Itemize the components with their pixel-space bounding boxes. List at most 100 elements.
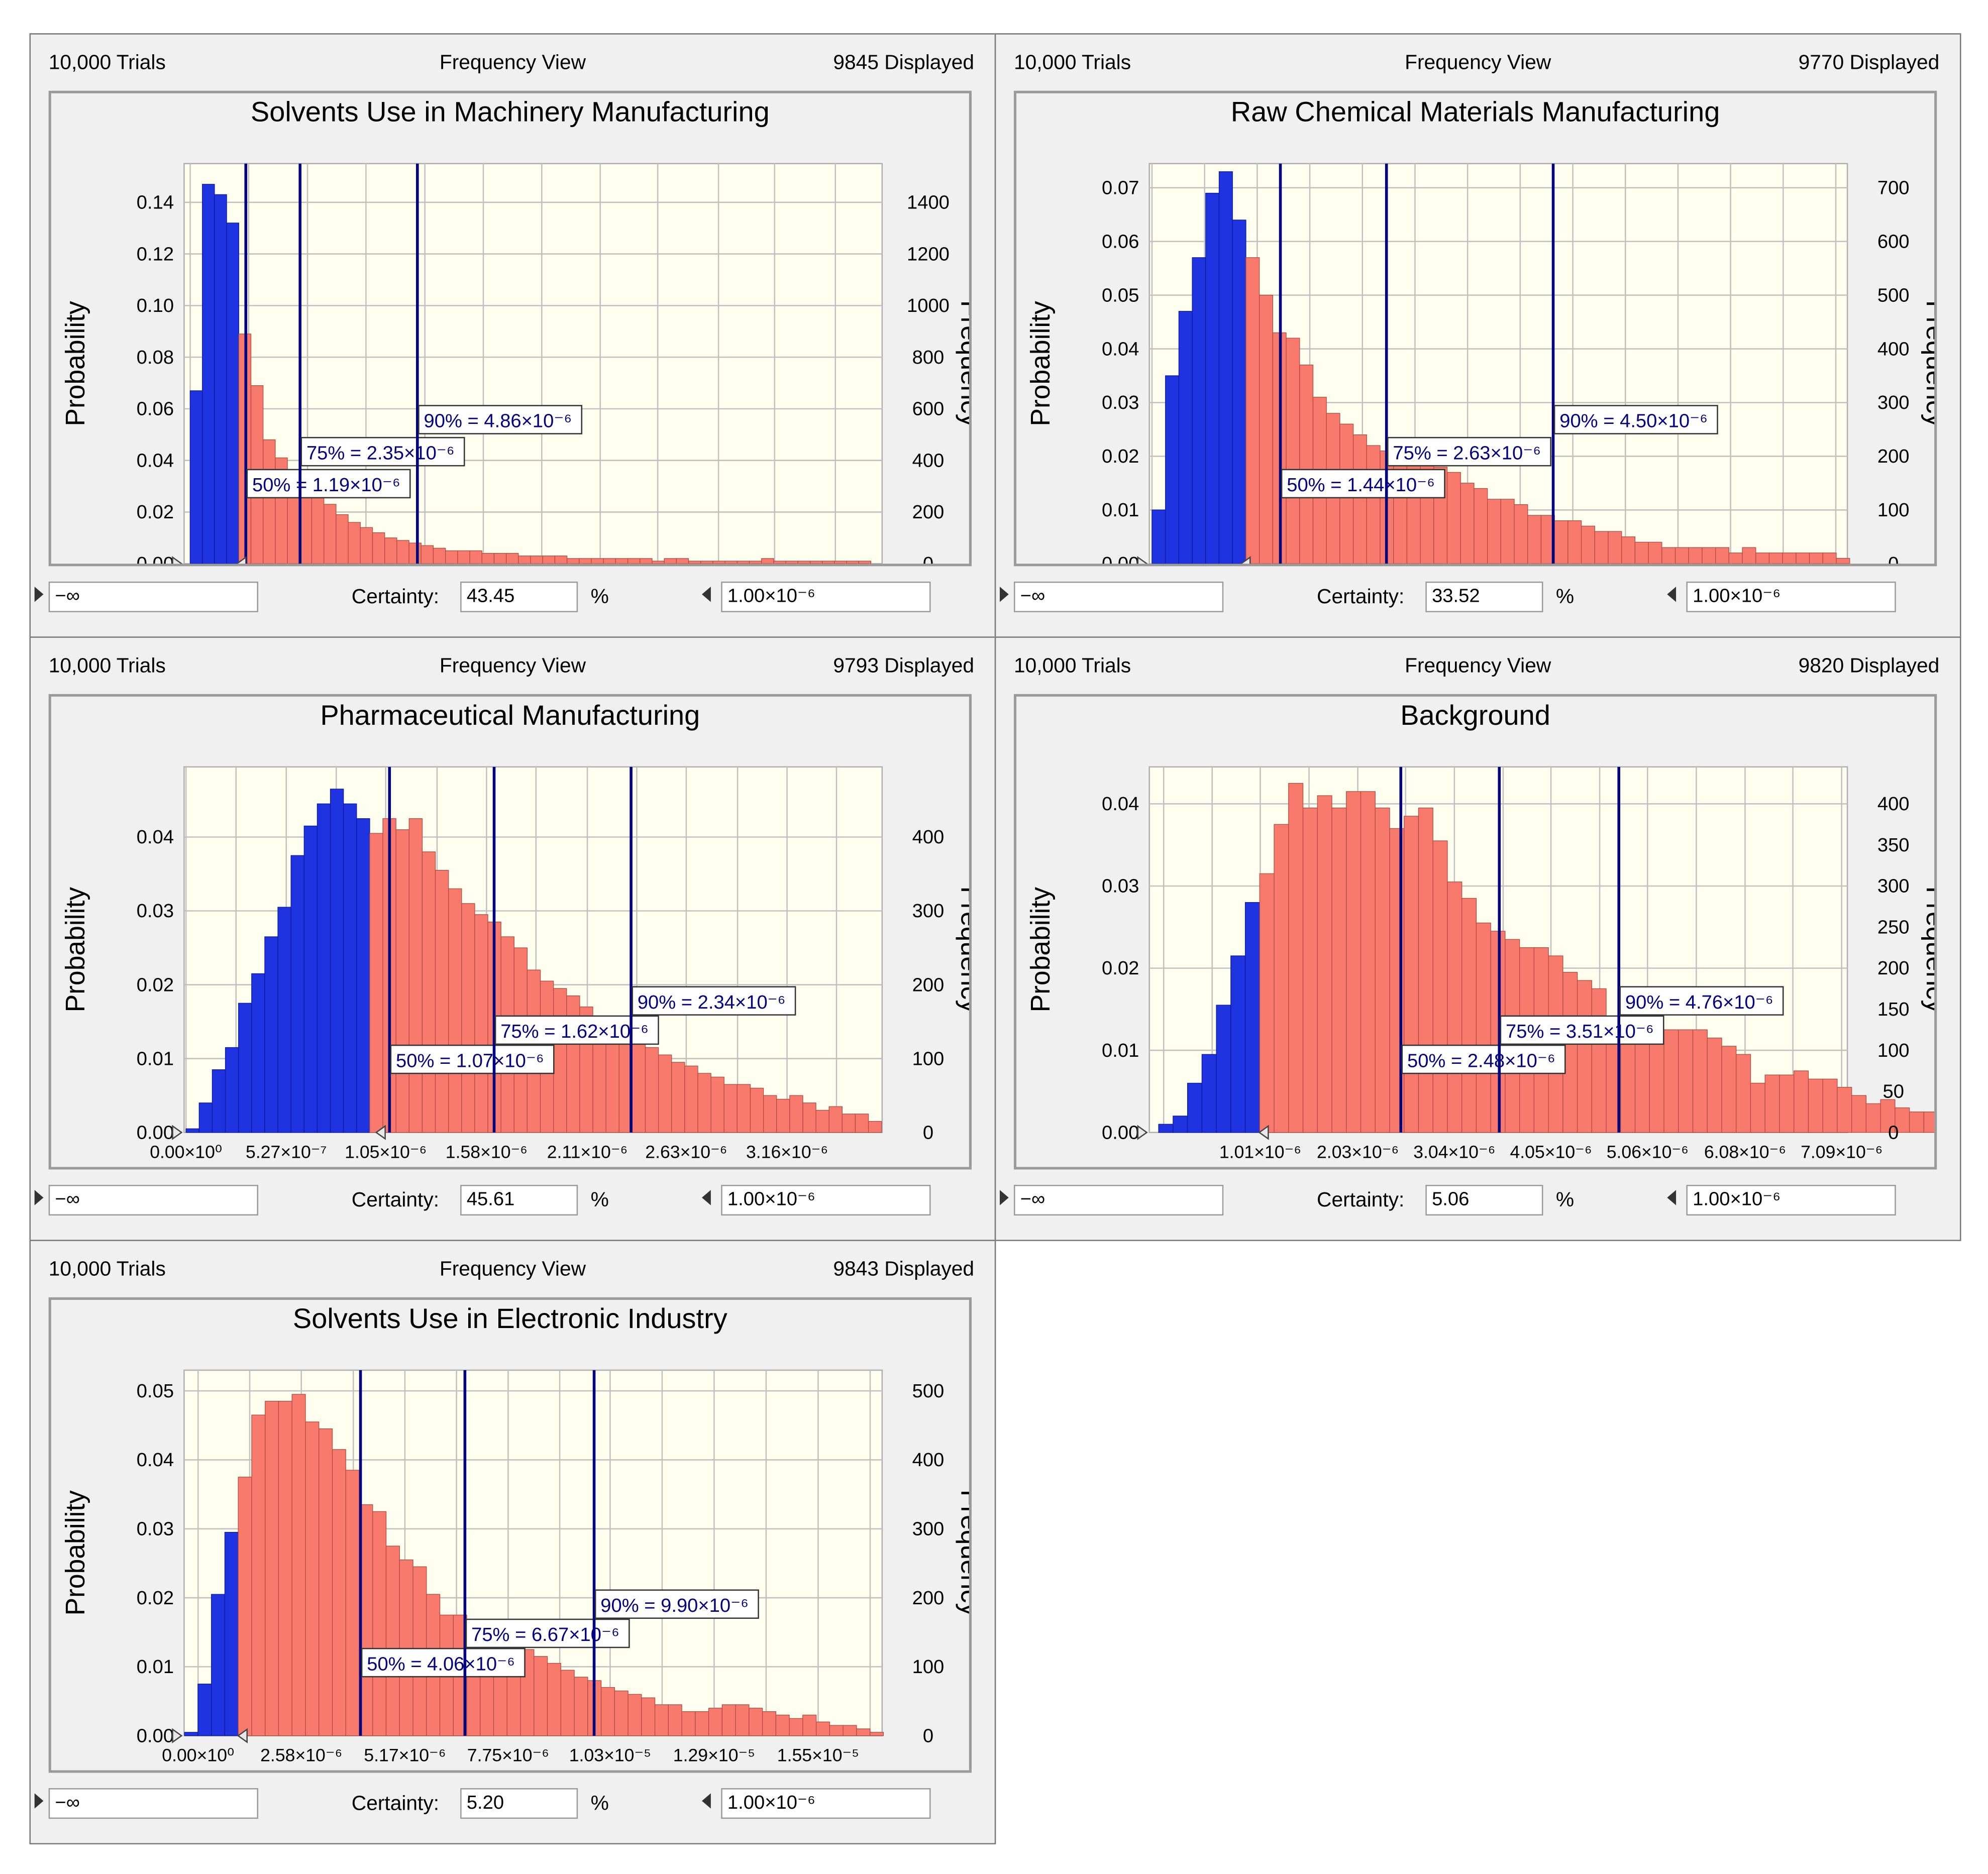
trials-count: 10,000 Trials <box>48 1259 166 1281</box>
view-mode-label[interactable]: Frequency View <box>439 1259 586 1281</box>
lower-bound-input[interactable]: −∞ <box>48 1184 259 1216</box>
right-grabber-icon[interactable] <box>375 1125 386 1140</box>
lower-bound-input[interactable]: −∞ <box>48 581 259 612</box>
certainty-label: Certainty: <box>1317 587 1405 609</box>
right-grabber-icon[interactable] <box>1240 556 1251 564</box>
percentile-label: 90% = 2.34×10⁻⁶ <box>638 991 786 1013</box>
histogram-bar <box>356 818 370 1133</box>
histogram-bar <box>1554 520 1568 564</box>
view-mode-label[interactable]: Frequency View <box>439 52 586 74</box>
percentile-label-box <box>1387 436 1551 467</box>
upper-bound-arrow-icon[interactable] <box>1667 587 1677 602</box>
y2-tick-label: 200 <box>1877 957 1910 979</box>
histogram-bar <box>697 1073 711 1133</box>
view-mode-label[interactable]: Frequency View <box>1405 52 1551 74</box>
right-grabber-icon[interactable] <box>1258 1125 1269 1140</box>
histogram-bar <box>735 1704 750 1736</box>
percentile-label: 90% = 9.90×10⁻⁶ <box>600 1595 749 1616</box>
upper-bound-arrow-icon[interactable] <box>702 1190 711 1205</box>
certainty-input[interactable]: 5.06 <box>1425 1184 1543 1216</box>
histogram-bar <box>664 558 677 564</box>
left-grabber-icon[interactable] <box>172 1728 183 1743</box>
histogram-bar <box>712 561 725 564</box>
histogram-bar <box>534 1656 548 1736</box>
x-tick-label: 0.00×10⁰ <box>150 1142 222 1162</box>
histogram-bar <box>842 1114 856 1133</box>
histogram-bar <box>615 558 629 564</box>
y2-axis-title: Frequency <box>1921 887 1934 1014</box>
upper-bound-arrow-icon[interactable] <box>702 587 711 602</box>
histogram-bar <box>1244 902 1260 1133</box>
chart-frame: Background 50% = 2.48×10⁻⁶ 75% = 3.51×10⁻⁶… <box>1013 694 1937 1170</box>
histogram-bar <box>1404 816 1419 1133</box>
histogram-bar <box>668 1704 682 1736</box>
histogram-bar <box>1768 553 1783 564</box>
y2-tick-label: 200 <box>912 501 945 523</box>
histogram-bar <box>1331 807 1347 1133</box>
histogram-bar <box>591 558 604 564</box>
lower-bound-arrow-icon[interactable] <box>34 587 44 602</box>
percentile-label: 90% = 4.76×10⁻⁶ <box>1625 991 1773 1013</box>
left-grabber-icon[interactable] <box>172 1125 183 1140</box>
chart-frame: Pharmaceutical Manufacturing 50% = 1.07×1… <box>48 694 972 1170</box>
y-tick-label: 0.03 <box>137 900 174 922</box>
histogram-bar <box>481 553 495 564</box>
left-grabber-icon[interactable] <box>172 556 183 564</box>
histogram-bar <box>202 184 215 564</box>
certainty-controls: −∞ Certainty: 33.52% 1.00×10⁻⁶ <box>996 581 1933 612</box>
chart-frame: Raw Chemical Materials Manufacturing 50% … <box>1013 90 1937 567</box>
lower-bound-arrow-icon[interactable] <box>34 1190 44 1205</box>
upper-bound-input[interactable]: 1.00×10⁻⁶ <box>721 581 931 612</box>
lower-bound-input[interactable]: −∞ <box>48 1788 259 1819</box>
upper-bound-arrow-icon[interactable] <box>702 1793 711 1809</box>
histogram-bar <box>676 558 689 564</box>
view-mode-label[interactable]: Frequency View <box>1405 655 1551 678</box>
histogram-bar <box>1476 922 1491 1133</box>
upper-bound-input[interactable]: 1.00×10⁻⁶ <box>721 1184 931 1216</box>
histogram-bar <box>197 1684 212 1736</box>
histogram-chart: Pharmaceutical Manufacturing 50% = 1.07×1… <box>61 699 969 1162</box>
percentile-label-box <box>1619 986 1784 1016</box>
y2-tick-label: 300 <box>912 900 945 922</box>
x-tick-label: 1.58×10⁻⁶ <box>446 1142 528 1162</box>
histogram-bar <box>560 1670 575 1736</box>
view-mode-label[interactable]: Frequency View <box>439 655 586 678</box>
left-grabber-icon[interactable] <box>1137 556 1148 564</box>
upper-bound-input[interactable]: 1.00×10⁻⁶ <box>1686 1184 1896 1216</box>
histogram-bar <box>1663 1029 1679 1133</box>
x-tick-label: 2.11×10⁻⁶ <box>547 1142 628 1162</box>
lower-bound-arrow-icon[interactable] <box>999 1190 1009 1205</box>
displayed-count: 9843 Displayed <box>833 1259 975 1281</box>
certainty-input[interactable]: 45.61 <box>460 1184 578 1216</box>
right-grabber-icon[interactable] <box>236 556 247 564</box>
lower-bound-input[interactable]: −∞ <box>1013 1184 1224 1216</box>
upper-bound-input[interactable]: 1.00×10⁻⁶ <box>1686 581 1896 612</box>
histogram-bar <box>1796 553 1810 564</box>
certainty-input[interactable]: 5.20 <box>460 1788 578 1819</box>
histogram-bar <box>265 1401 279 1736</box>
histogram-bar <box>469 550 482 564</box>
upper-bound-arrow-icon[interactable] <box>1667 1190 1677 1205</box>
histogram-bar <box>1702 547 1716 564</box>
y2-tick-label: 400 <box>912 826 945 848</box>
left-grabber-icon[interactable] <box>1137 1125 1148 1140</box>
histogram-bar <box>1764 1074 1780 1133</box>
histogram-bar <box>277 907 291 1133</box>
histogram-bar <box>566 558 580 564</box>
percent-sign: % <box>1555 587 1575 609</box>
certainty-input[interactable]: 43.45 <box>460 581 578 612</box>
y-axis-title: Probability <box>61 301 90 426</box>
histogram-bar <box>700 561 713 564</box>
y-tick-label: 0.04 <box>1102 338 1139 360</box>
histogram-bar <box>305 1421 320 1736</box>
y-tick-label: 0.00 <box>1102 553 1139 564</box>
certainty-controls: −∞ Certainty: 45.61% 1.00×10⁻⁶ <box>31 1184 968 1216</box>
right-grabber-icon[interactable] <box>237 1728 248 1743</box>
upper-bound-input[interactable]: 1.00×10⁻⁶ <box>721 1788 931 1819</box>
certainty-input[interactable]: 33.52 <box>1425 581 1543 612</box>
lower-bound-arrow-icon[interactable] <box>999 587 1009 602</box>
lower-bound-input[interactable]: −∞ <box>1013 581 1224 612</box>
histogram-bar <box>369 833 383 1133</box>
histogram-bar <box>1736 1054 1751 1133</box>
lower-bound-arrow-icon[interactable] <box>34 1793 44 1809</box>
